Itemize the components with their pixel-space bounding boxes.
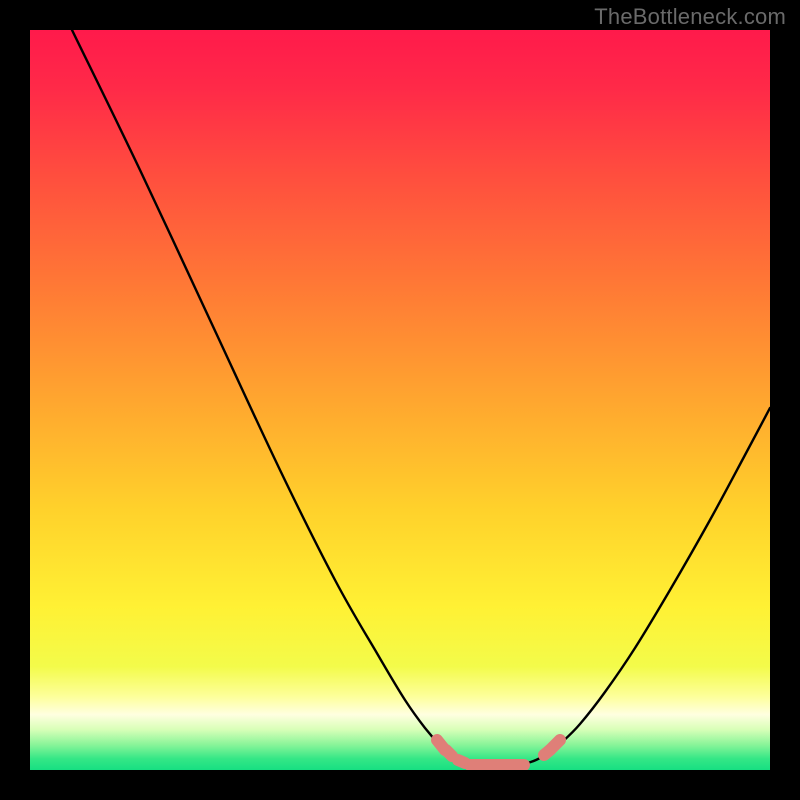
accent-segment — [446, 750, 452, 756]
watermark-label: TheBottleneck.com — [594, 4, 786, 30]
accent-segment — [550, 740, 560, 750]
plot-background-gradient — [30, 30, 770, 770]
chart-frame: TheBottleneck.com — [0, 0, 800, 800]
accent-segment — [458, 760, 465, 763]
bottleneck-curve-chart — [0, 0, 800, 800]
